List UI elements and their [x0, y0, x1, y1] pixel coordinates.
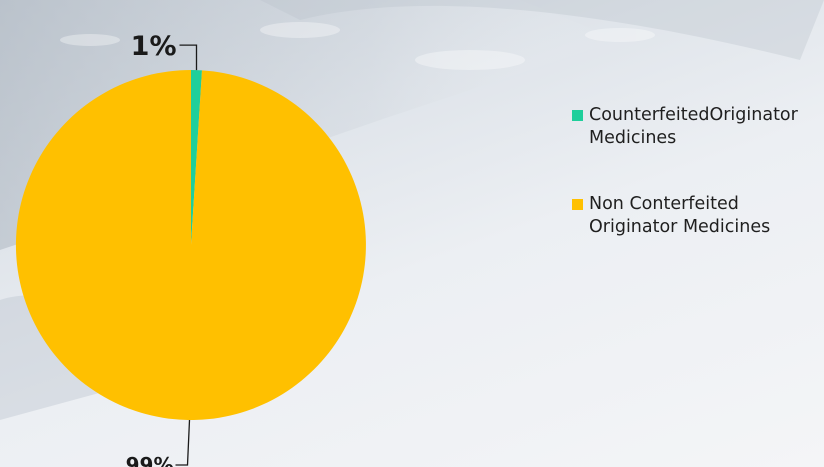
legend: CounterfeitedOriginator Medicines Non Co…	[572, 104, 817, 239]
pie-slice-0	[191, 70, 202, 245]
legend-label-non-counterfeited: Non Conterfeited Originator Medicines	[589, 194, 771, 237]
legend-item-non-counterfeited: Non Conterfeited Originator Medicines	[572, 193, 817, 239]
data-labels: 1% 99%	[126, 31, 177, 467]
data-label-1: 99%	[126, 453, 174, 467]
pie-slice-1	[15, 69, 366, 420]
leader-lines	[175, 44, 198, 466]
legend-swatch-non-counterfeited	[572, 199, 583, 210]
leader-line-1	[175, 419, 191, 466]
legend-item-counterfeited: CounterfeitedOriginator Medicines	[572, 104, 817, 150]
pie-slices	[15, 69, 366, 420]
legend-swatch-counterfeited	[572, 110, 583, 121]
legend-label-counterfeited: CounterfeitedOriginator Medicines	[589, 105, 798, 148]
data-label-0: 1%	[131, 31, 177, 62]
leader-line-0	[179, 44, 198, 71]
